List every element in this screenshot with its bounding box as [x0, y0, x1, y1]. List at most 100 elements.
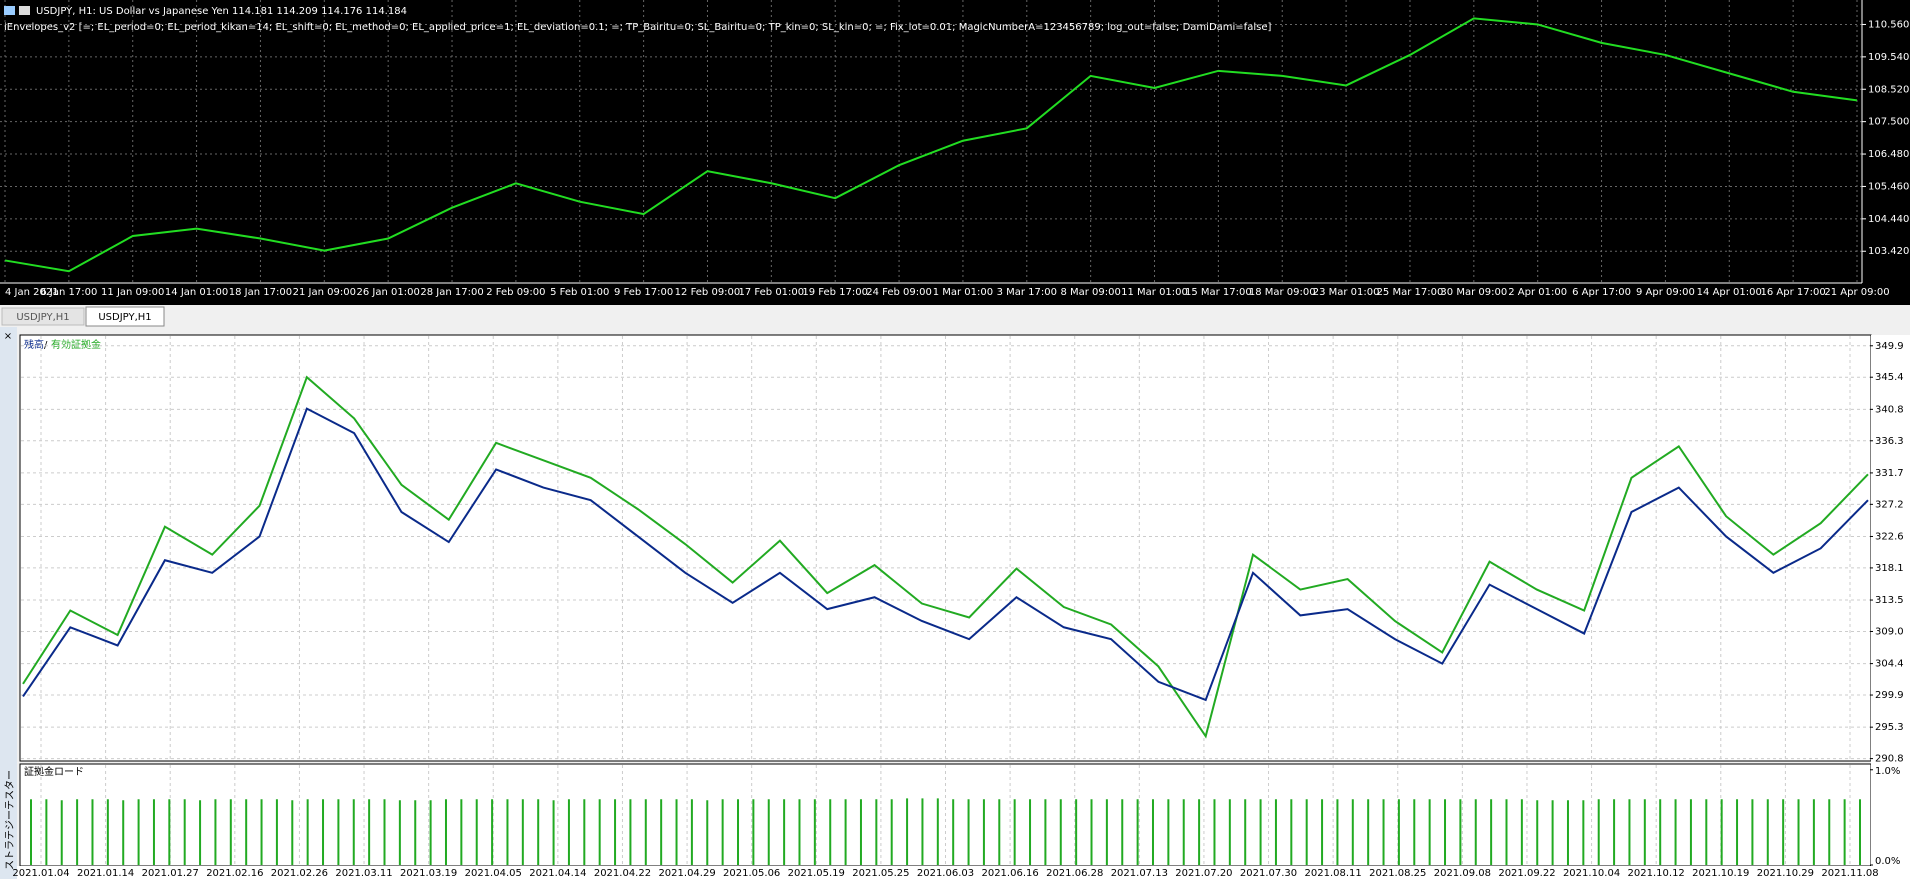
x-tick-label: 21 Apr 09:00	[1824, 287, 1889, 298]
x-tick-label: 26 Jan 01:00	[357, 287, 420, 298]
x-tick-label: 2 Apr 01:00	[1508, 287, 1567, 298]
x-tick-label: 25 Mar 17:00	[1377, 287, 1444, 298]
y-tick-label: 109.540	[1868, 52, 1909, 63]
x-tick-label: 18 Jan 17:00	[229, 287, 292, 298]
y-tick-label: 0.0%	[1875, 856, 1900, 867]
series-line	[22, 375, 1869, 739]
y-tick-label: 299.9	[1875, 690, 1904, 701]
x-tick-label: 2021.07.13	[1111, 868, 1168, 879]
series-line	[22, 407, 1869, 702]
x-tick-label: 2021.10.19	[1692, 868, 1749, 879]
x-tick-label: 1 Mar 01:00	[933, 287, 993, 298]
x-tick-label: 2021.07.30	[1240, 868, 1297, 879]
x-tick-label: 11 Jan 09:00	[101, 287, 164, 298]
x-tick-label: 2021.05.19	[788, 868, 845, 879]
y-tick-label: 327.2	[1875, 499, 1904, 510]
y-tick-label: 318.1	[1875, 563, 1904, 574]
legend-equity: 有効証拠金	[51, 338, 101, 351]
x-tick-label: 21 Jan 09:00	[293, 287, 356, 298]
y-tick-label: 340.8	[1875, 404, 1904, 415]
x-tick-label: 2021.01.14	[77, 868, 134, 879]
x-tick-label: 2021.06.28	[1046, 868, 1103, 879]
x-tick-label: 17 Feb 01:00	[739, 287, 805, 298]
x-tick-label: 2021.02.16	[206, 868, 263, 879]
x-tick-label: 24 Feb 09:00	[866, 287, 932, 298]
side-label: ストラテジーテスター	[4, 770, 16, 870]
close-button[interactable]: ×	[4, 331, 12, 342]
x-tick-label: 9 Apr 09:00	[1636, 287, 1695, 298]
x-tick-label: 19 Feb 17:00	[802, 287, 868, 298]
y-tick-label: 1.0%	[1875, 766, 1900, 777]
y-tick-label: 110.560	[1868, 19, 1909, 30]
x-tick-label: 12 Feb 09:00	[675, 287, 741, 298]
x-tick-label: 2021.06.03	[917, 868, 974, 879]
margin-title: 証拠金ロード	[24, 765, 84, 778]
x-tick-label: 6 Apr 17:00	[1572, 287, 1631, 298]
x-tick-label: 14 Apr 01:00	[1697, 287, 1762, 298]
y-tick-label: 104.440	[1868, 214, 1909, 225]
x-tick-label: 2021.06.16	[981, 868, 1038, 879]
x-tick-label: 2021.09.08	[1434, 868, 1491, 879]
tab-active[interactable]	[85, 306, 165, 327]
y-tick-label: 349.9	[1875, 341, 1904, 352]
y-tick-label: 322.6	[1875, 531, 1904, 542]
x-tick-label: 2 Feb 09:00	[486, 287, 545, 298]
x-tick-label: 2021.10.04	[1563, 868, 1620, 879]
y-tick-label: 106.480	[1868, 149, 1909, 160]
y-tick-label: 103.420	[1868, 246, 1909, 257]
x-tick-label: 2021.10.12	[1628, 868, 1685, 879]
y-tick-label: 331.7	[1875, 468, 1904, 479]
x-tick-label: 2021.04.14	[529, 868, 586, 879]
x-tick-label: 4 Jan 2021	[5, 287, 59, 298]
x-tick-label: 5 Feb 01:00	[550, 287, 609, 298]
x-tick-label: 11 Mar 01:00	[1121, 287, 1188, 298]
x-tick-label: 2021.05.25	[852, 868, 909, 879]
x-tick-label: 30 Mar 09:00	[1440, 287, 1507, 298]
x-tick-label: 3 Mar 17:00	[997, 287, 1057, 298]
price-line	[4, 17, 1858, 273]
date-axis-area	[17, 866, 1871, 879]
tab[interactable]	[1, 307, 85, 326]
sidebar	[0, 327, 17, 879]
x-tick-label: 2021.04.22	[594, 868, 651, 879]
x-tick-label: 2021.01.27	[142, 868, 199, 879]
x-tick-label: 9 Feb 17:00	[614, 287, 673, 298]
y-tick-label: 295.3	[1875, 722, 1904, 733]
tab-bar	[0, 305, 1910, 327]
x-tick-label: 6 Jan 17:00	[40, 287, 97, 298]
legend-balance: 残高	[24, 338, 44, 351]
x-tick-label: 2021.03.19	[400, 868, 457, 879]
tab-label[interactable]: USDJPY,H1	[98, 312, 151, 323]
y-tick-label: 304.4	[1875, 659, 1904, 670]
x-tick-label: 16 Apr 17:00	[1761, 287, 1826, 298]
x-tick-label: 2021.01.04	[12, 868, 69, 879]
icon	[4, 6, 15, 15]
x-tick-label: 15 Mar 17:00	[1185, 287, 1252, 298]
indicator-line: iEnvelopes_v2 [=; EL_period=0; EL_period…	[4, 22, 1271, 33]
x-tick-label: 18 Mar 09:00	[1249, 287, 1316, 298]
x-tick-label: 2021.10.29	[1757, 868, 1814, 879]
x-tick-label: 2021.07.20	[1175, 868, 1232, 879]
x-tick-label: 14 Jan 01:00	[165, 287, 228, 298]
axis-area	[1871, 335, 1910, 879]
y-tick-label: 290.8	[1875, 754, 1904, 765]
x-tick-label: 2021.04.29	[658, 868, 715, 879]
y-tick-label: 345.4	[1875, 372, 1904, 383]
tab-label[interactable]: USDJPY,H1	[16, 312, 69, 323]
x-tick-label: 2021.03.11	[335, 868, 392, 879]
y-tick-label: 107.500	[1868, 117, 1909, 128]
y-tick-label: 309.0	[1875, 626, 1904, 637]
x-tick-label: 2021.11.08	[1821, 868, 1878, 879]
y-tick-label: 313.5	[1875, 595, 1904, 606]
y-tick-label: 336.3	[1875, 436, 1904, 447]
y-tick-label: 108.520	[1868, 84, 1909, 95]
x-tick-label: 2021.09.22	[1498, 868, 1555, 879]
symbol-line: USDJPY, H1: US Dollar vs Japanese Yen 11…	[36, 6, 407, 17]
x-tick-label: 2021.08.11	[1305, 868, 1362, 879]
icon	[19, 6, 30, 15]
x-tick-label: 2021.02.26	[271, 868, 328, 879]
x-tick-label: 28 Jan 17:00	[420, 287, 483, 298]
x-tick-label: 8 Mar 09:00	[1060, 287, 1120, 298]
